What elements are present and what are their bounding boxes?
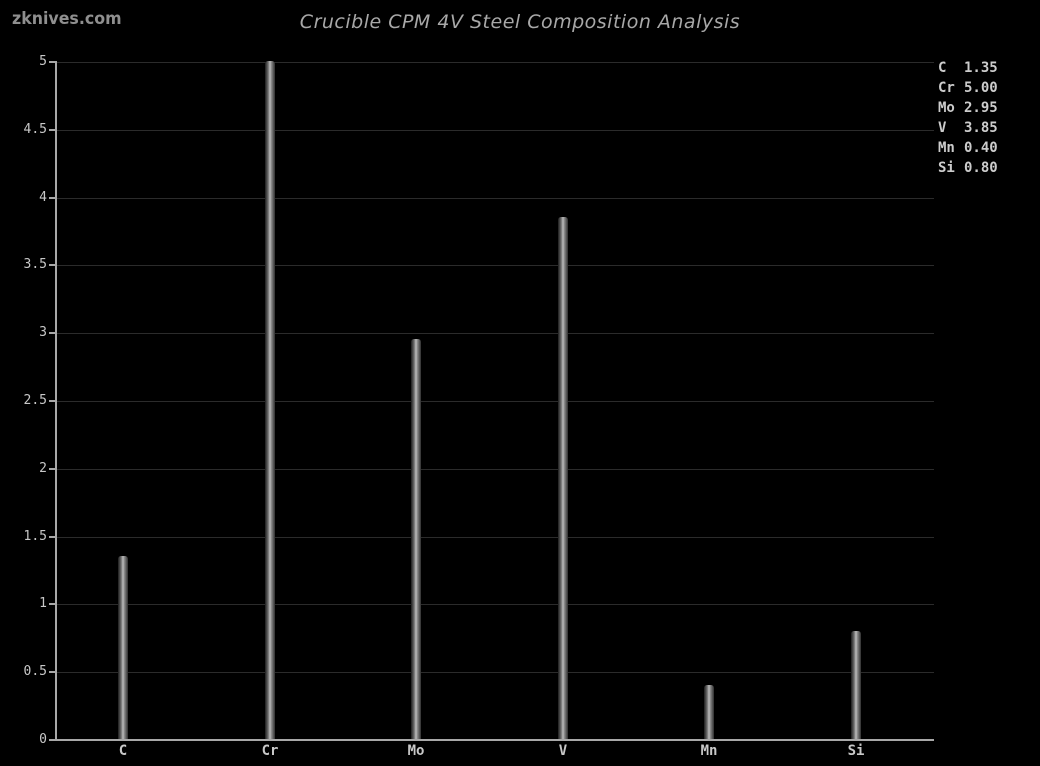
gridline bbox=[57, 62, 934, 63]
bar-Mo bbox=[411, 339, 421, 739]
legend-value: 5.00 bbox=[964, 80, 998, 96]
y-axis-tick bbox=[49, 264, 57, 266]
x-axis-label-Mo: Mo bbox=[407, 743, 425, 759]
site-watermark: zknives.com bbox=[12, 9, 122, 29]
gridline bbox=[57, 469, 934, 470]
y-axis-tick-label: 1.5 bbox=[23, 529, 47, 544]
legend-entry-V: V 3.85 bbox=[938, 121, 998, 136]
y-axis-tick-label: 0 bbox=[39, 732, 47, 747]
bar-V bbox=[558, 217, 568, 739]
legend-symbol: C bbox=[938, 60, 947, 76]
legend-value: 0.80 bbox=[964, 160, 998, 176]
x-axis-label-C: C bbox=[118, 743, 128, 759]
y-axis-tick bbox=[49, 468, 57, 470]
bar-Si bbox=[851, 631, 861, 739]
y-axis-tick bbox=[49, 739, 57, 741]
legend-entry-Cr: Cr 5.00 bbox=[938, 81, 998, 96]
gridline bbox=[57, 130, 934, 131]
gridline bbox=[57, 604, 934, 605]
legend-symbol: V bbox=[938, 120, 947, 136]
y-axis-tick-label: 2 bbox=[39, 461, 47, 476]
y-axis-line bbox=[55, 62, 57, 741]
y-axis-tick bbox=[49, 197, 57, 199]
y-axis-tick-label: 3 bbox=[39, 325, 47, 340]
y-axis-tick-label: 0.5 bbox=[23, 664, 47, 679]
gridline bbox=[57, 537, 934, 538]
gridline bbox=[57, 333, 934, 334]
y-axis-tick bbox=[49, 129, 57, 131]
legend-entry-Si: Si 0.80 bbox=[938, 161, 998, 176]
y-axis-tick-label: 5 bbox=[39, 54, 47, 69]
y-axis-tick bbox=[49, 603, 57, 605]
y-axis-tick-label: 3.5 bbox=[23, 257, 47, 272]
x-axis-label-Mn: Mn bbox=[700, 743, 718, 759]
legend-value: 2.95 bbox=[964, 100, 998, 116]
y-axis-tick bbox=[49, 61, 57, 63]
legend-symbol: Cr bbox=[938, 80, 955, 96]
x-axis-label-Cr: Cr bbox=[261, 743, 279, 759]
y-axis-tick bbox=[49, 400, 57, 402]
y-axis-tick-label: 2.5 bbox=[23, 393, 47, 408]
bar-C bbox=[118, 556, 128, 739]
x-axis-label-V: V bbox=[558, 743, 568, 759]
y-axis-tick bbox=[49, 671, 57, 673]
bar-Mn bbox=[704, 685, 714, 739]
legend-entry-C: C 1.35 bbox=[938, 61, 998, 76]
x-axis-label-Si: Si bbox=[847, 743, 865, 759]
chart-title: Crucible CPM 4V Steel Composition Analys… bbox=[299, 11, 741, 33]
gridline bbox=[57, 265, 934, 266]
legend-symbol: Si bbox=[938, 160, 955, 176]
legend-entry-Mn: Mn 0.40 bbox=[938, 141, 998, 156]
legend-value: 0.40 bbox=[964, 140, 998, 156]
y-axis-tick-label: 1 bbox=[39, 596, 47, 611]
bar-Cr bbox=[265, 61, 275, 739]
legend-value: 3.85 bbox=[964, 120, 998, 136]
gridline bbox=[57, 401, 934, 402]
y-axis-tick bbox=[49, 332, 57, 334]
gridline bbox=[57, 198, 934, 199]
legend-symbol: Mo bbox=[938, 100, 955, 116]
legend-symbol: Mn bbox=[938, 140, 955, 156]
legend-entry-Mo: Mo 2.95 bbox=[938, 101, 998, 116]
y-axis-tick-label: 4.5 bbox=[23, 122, 47, 137]
y-axis-tick bbox=[49, 536, 57, 538]
y-axis-tick-label: 4 bbox=[39, 190, 47, 205]
gridline bbox=[57, 672, 934, 673]
legend-value: 1.35 bbox=[964, 60, 998, 76]
x-axis-line bbox=[55, 739, 934, 741]
